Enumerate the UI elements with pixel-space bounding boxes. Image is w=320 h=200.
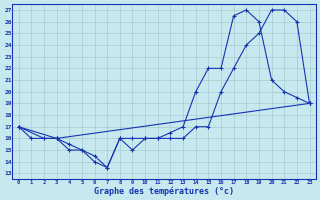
X-axis label: Graphe des températures (°c): Graphe des températures (°c) — [94, 186, 234, 196]
